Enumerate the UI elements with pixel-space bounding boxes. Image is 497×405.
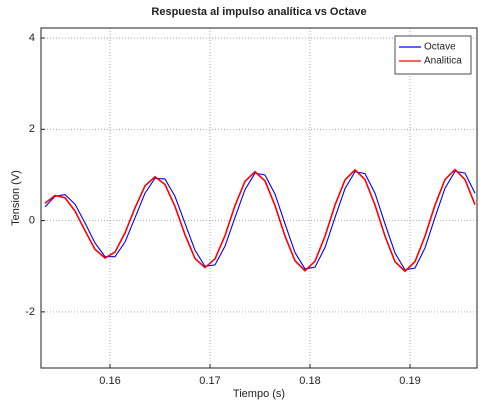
x-tick-label: 0.16 xyxy=(99,375,120,387)
y-axis-label: Tension (V) xyxy=(10,170,22,226)
x-tick-label: 0.18 xyxy=(299,375,320,387)
x-axis-label: Tiempo (s) xyxy=(233,388,285,400)
y-tick-label: 2 xyxy=(29,123,35,135)
y-tick-label: 0 xyxy=(29,214,35,226)
legend-label: Analitica xyxy=(424,56,462,67)
chart-title: Respuesta al impulso analítica vs Octave xyxy=(151,6,366,18)
series-line xyxy=(44,170,476,271)
legend-label: Octave xyxy=(424,42,456,53)
legend-box xyxy=(394,35,472,75)
x-tick-label: 0.17 xyxy=(199,375,220,387)
x-tick-label: 0.19 xyxy=(399,375,420,387)
plot-area xyxy=(41,28,477,368)
y-tick-label: -2 xyxy=(25,306,35,318)
y-tick-label: 4 xyxy=(29,32,35,44)
axes-box xyxy=(40,27,478,369)
series-line xyxy=(44,168,476,273)
